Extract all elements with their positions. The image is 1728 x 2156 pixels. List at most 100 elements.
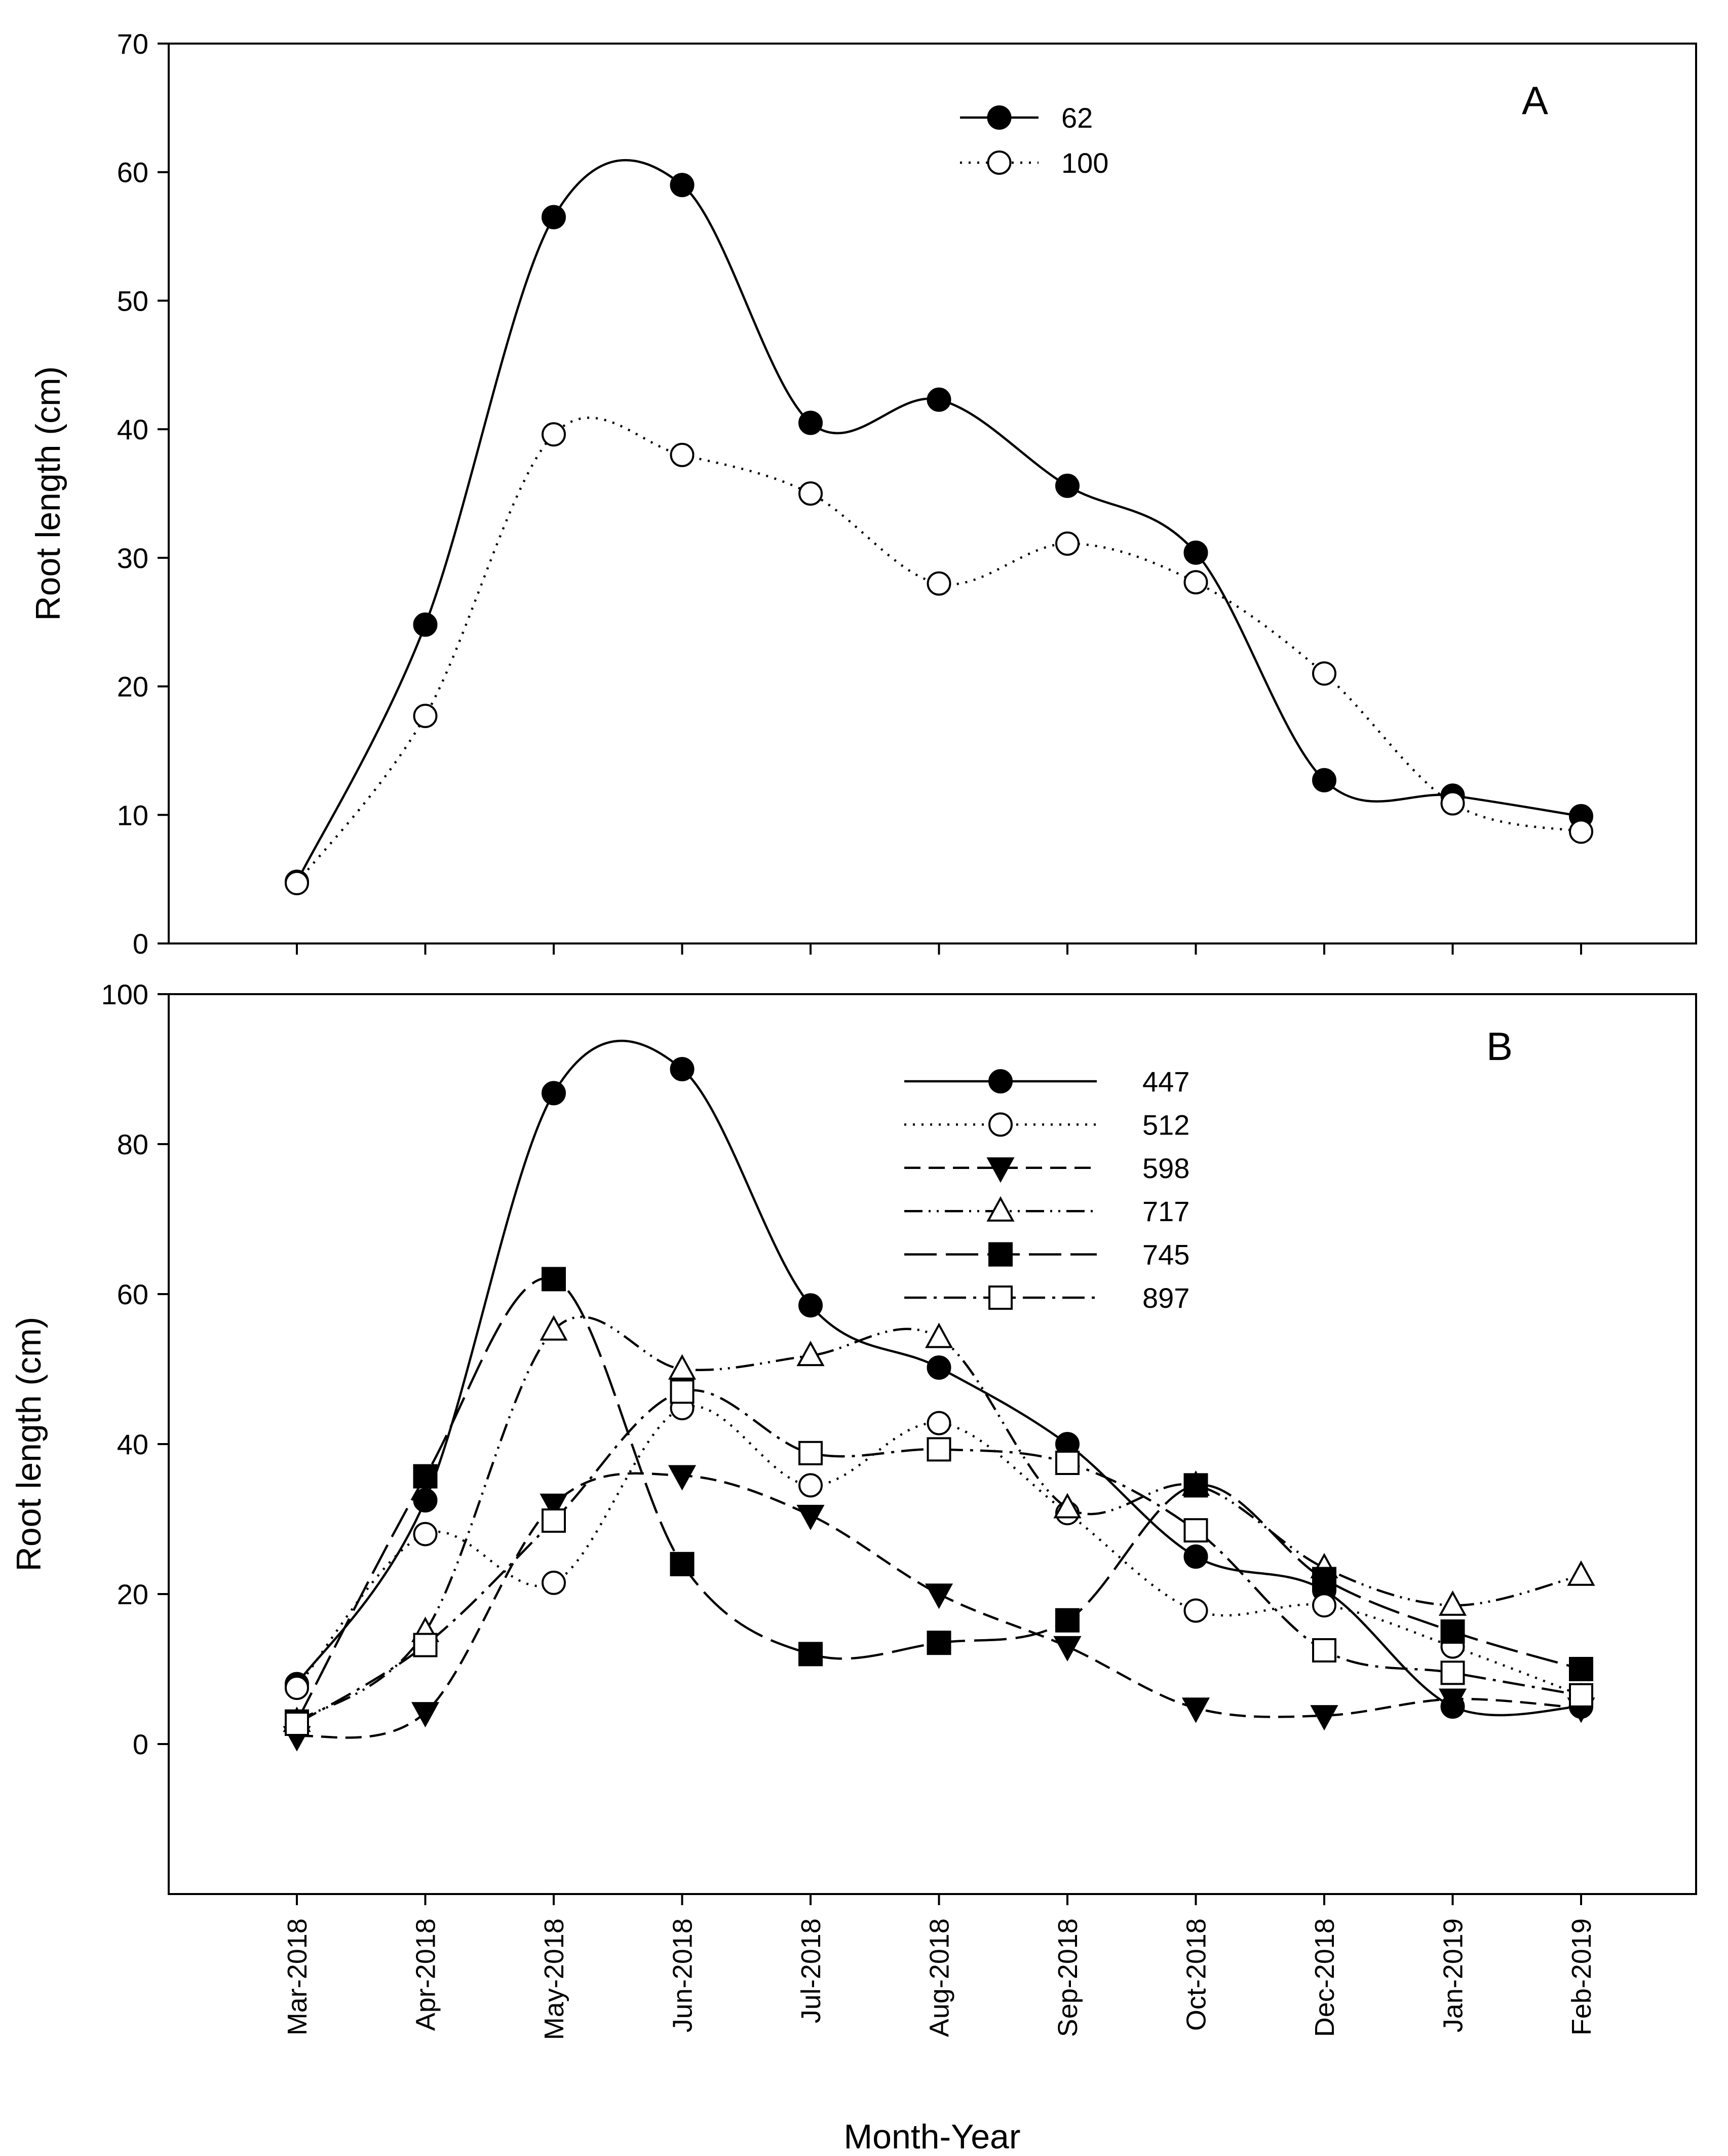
- panel-a-y-axis: 0 10 20 30 40 50 60 70: [117, 28, 169, 960]
- series-100-point: [927, 571, 951, 596]
- series-745-point: [927, 1631, 951, 1655]
- panel-a-label: A: [1522, 78, 1548, 123]
- panel-a-y-tick-label: 10: [117, 799, 148, 831]
- series-447-point: [927, 1355, 951, 1380]
- series-897-point: [670, 1379, 695, 1404]
- series-447-point: [413, 1488, 438, 1512]
- legend-label: 100: [1061, 147, 1108, 179]
- x-tick-label: Oct-2018: [1181, 1918, 1212, 2031]
- series-447-point: [670, 1057, 695, 1081]
- x-tick-label: May-2018: [539, 1918, 569, 2040]
- series-897-point: [1440, 1660, 1465, 1685]
- series-100-point: [1055, 531, 1080, 556]
- series-447-line: [296, 1040, 1582, 1717]
- panel-a-y-tick-label: 40: [117, 413, 148, 445]
- panel-b-y-tick-label: 40: [117, 1428, 148, 1460]
- series-100-point: [1312, 661, 1336, 686]
- series-447-point: [798, 1293, 823, 1318]
- legend-item-62: 62: [960, 102, 1093, 134]
- series-62-point: [1055, 473, 1080, 498]
- series-897-point: [798, 1441, 823, 1465]
- x-tick-label: Jun-2018: [668, 1918, 698, 2032]
- panel-a-y-tick-label: 20: [117, 671, 148, 703]
- series-62-point: [413, 612, 438, 637]
- x-tick-label: Jul-2018: [796, 1918, 826, 2023]
- panel-a-y-axis-title: Root length (cm): [29, 366, 67, 621]
- series-745-point: [670, 1552, 695, 1576]
- legend-marker: [986, 1157, 1015, 1183]
- series-598-point: [1181, 1697, 1210, 1723]
- series-598-point: [1310, 1705, 1338, 1731]
- series-447-point: [542, 1081, 566, 1106]
- legend-marker: [988, 1285, 1013, 1310]
- panel-b-y-tick-label: 0: [133, 1728, 148, 1760]
- series-717-line: [296, 1315, 1582, 1723]
- series-598-point: [1438, 1688, 1467, 1714]
- series-745-point: [1440, 1619, 1465, 1644]
- series-447-point: [1183, 1544, 1208, 1569]
- panel-b-y-tick-label: 100: [101, 978, 148, 1010]
- series-745: [285, 1267, 1593, 1734]
- series-897-point: [1312, 1638, 1336, 1662]
- legend-label: 598: [1142, 1152, 1189, 1184]
- series-745-point: [1055, 1608, 1080, 1633]
- series-512-point: [798, 1473, 823, 1498]
- series-100-point: [1183, 570, 1208, 595]
- series-100-point: [798, 481, 823, 506]
- x-tick-label: Aug-2018: [925, 1918, 955, 2037]
- series-447: [285, 1040, 1593, 1719]
- series-897-point: [1569, 1683, 1593, 1708]
- legend-marker: [987, 105, 1012, 130]
- x-tick-label: Dec-2018: [1310, 1918, 1340, 2037]
- x-tick-label: Sep-2018: [1053, 1918, 1083, 2037]
- series-897-line: [296, 1389, 1582, 1725]
- series-512-point: [1312, 1593, 1336, 1618]
- panel-b-label: B: [1486, 1024, 1513, 1069]
- series-745-line: [296, 1277, 1582, 1722]
- series-897-point: [1055, 1451, 1080, 1475]
- series-598-point: [796, 1504, 825, 1531]
- series-897-point: [1183, 1518, 1208, 1543]
- series-717-point: [1053, 1493, 1082, 1519]
- legend-marker: [988, 1069, 1013, 1093]
- x-tick-label: Mar-2018: [282, 1918, 313, 2035]
- series-598-point: [668, 1465, 697, 1491]
- panel-a-y-tick-label: 30: [117, 542, 148, 574]
- series-717-point: [668, 1354, 697, 1380]
- x-tick-label: Jan-2019: [1438, 1918, 1469, 2032]
- x-axis: Mar-2018 Apr-2018 May-2018 Jun-2018 Jul-2018…: [282, 943, 1597, 2040]
- series-598-point: [411, 1702, 440, 1728]
- series-897-point: [285, 1712, 309, 1736]
- panel-a-y-tick-label: 70: [117, 28, 148, 60]
- legend-item-717: 717: [904, 1195, 1189, 1227]
- panel-b-y-axis: 0 20 40 60 80 100: [101, 978, 169, 1760]
- series-745-point: [413, 1464, 438, 1489]
- series-598: [283, 1465, 1595, 1752]
- series-897: [285, 1379, 1593, 1736]
- legend-label: 897: [1142, 1282, 1189, 1314]
- series-512-line: [296, 1405, 1582, 1696]
- x-tick-label: Feb-2019: [1566, 1918, 1597, 2035]
- series-598-point: [925, 1583, 953, 1609]
- series-100-point: [285, 871, 309, 895]
- panel-b-legend: 447 512 598 717 745 897: [904, 1066, 1189, 1314]
- series-717-point: [1438, 1590, 1467, 1616]
- series-717-point: [540, 1315, 568, 1341]
- series-512-point: [927, 1411, 951, 1435]
- legend-label: 745: [1142, 1239, 1189, 1271]
- panel-b-y-axis-title: Root length (cm): [10, 1317, 48, 1572]
- series-62: [285, 159, 1593, 894]
- legend-item-100: 100: [960, 147, 1108, 179]
- panel-a-frame: [168, 43, 1697, 944]
- series-62-point: [798, 410, 823, 435]
- series-512-point: [542, 1570, 566, 1595]
- series-717-point: [1567, 1560, 1595, 1586]
- x-axis-title: Month-Year: [843, 2117, 1020, 2156]
- series-745-point: [1312, 1567, 1336, 1592]
- legend-item-447: 447: [904, 1066, 1189, 1098]
- series-745-point: [542, 1267, 566, 1292]
- series-598-point: [540, 1493, 568, 1519]
- legend-label: 62: [1061, 102, 1093, 134]
- legend-marker: [986, 1196, 1015, 1222]
